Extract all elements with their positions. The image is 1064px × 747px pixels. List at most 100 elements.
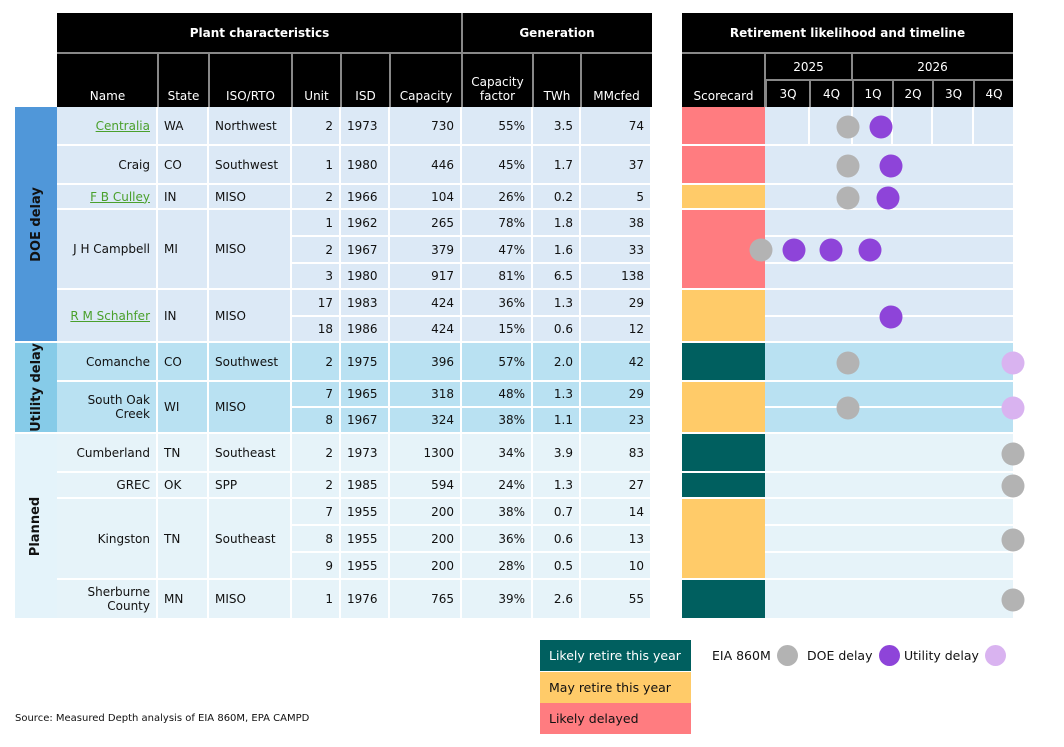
capacity-cell: 594 — [390, 473, 462, 499]
iso-cell: Southeast — [209, 434, 292, 473]
timeline-row — [765, 343, 1013, 382]
legend-likely-delayed: Likely delayed — [540, 703, 691, 734]
plant-link[interactable]: R M Schahfer — [70, 308, 150, 323]
plant-name-cell: South Oak Creek — [57, 382, 158, 434]
divider — [682, 52, 1013, 54]
cf-cell: 48% — [462, 382, 533, 408]
capacity-cell: 200 — [390, 499, 462, 526]
group-label-text: DOE delay — [28, 186, 44, 262]
timeline-row — [765, 264, 1013, 290]
legend-eia-label: EIA 860M — [712, 648, 771, 663]
group-label-text: Planned — [28, 496, 44, 556]
twh-cell: 1.3 — [533, 290, 581, 317]
timeline-row — [765, 408, 1013, 434]
cf-cell: 24% — [462, 473, 533, 499]
iso-cell: MISO — [209, 580, 292, 620]
capacity-cell: 318 — [390, 382, 462, 408]
header-year-2026: 2026 — [852, 53, 1013, 80]
unit-cell: 8 — [292, 526, 341, 553]
plant-name: Comanche — [86, 354, 150, 369]
state-cell: WA — [158, 107, 209, 146]
unit-cell: 17 — [292, 290, 341, 317]
doe-dot — [879, 305, 903, 328]
divider — [461, 53, 463, 107]
plant-link[interactable]: F B Culley — [90, 189, 150, 204]
twh-cell: 2.0 — [533, 343, 581, 382]
capacity-cell: 200 — [390, 553, 462, 580]
twh-cell: 1.3 — [533, 473, 581, 499]
plant-name: J H Campbell — [73, 242, 150, 256]
plant-name-cell: J H Campbell — [57, 210, 158, 290]
doe-dot — [869, 115, 893, 138]
group-label: Planned — [15, 434, 57, 620]
legend-doe-label: DOE delay — [807, 648, 873, 663]
header-plant-characteristics: Plant characteristics — [57, 13, 462, 53]
plant-name: Craig — [118, 157, 150, 172]
quarter-header: 4Q — [809, 80, 852, 107]
cf-cell: 57% — [462, 343, 533, 382]
twh-cell: 0.6 — [533, 526, 581, 553]
unit-cell: 1 — [292, 210, 341, 237]
divider — [157, 53, 159, 107]
iso-cell: Southwest — [209, 146, 292, 185]
column-header: State — [158, 53, 209, 107]
cf-cell: 55% — [462, 107, 533, 146]
capacity-cell: 379 — [390, 237, 462, 264]
cf-cell: 78% — [462, 210, 533, 237]
group-label: Utility delay — [15, 343, 57, 434]
mmcfed-cell: 12 — [581, 317, 652, 343]
plant-name: Cumberland — [76, 445, 150, 460]
mmcfed-cell: 13 — [581, 526, 652, 553]
plant-link[interactable]: Centralia — [95, 118, 150, 133]
isd-cell: 1975 — [341, 343, 390, 382]
plant-name-cell: GREC — [57, 473, 158, 499]
quarter-header: 4Q — [973, 80, 1013, 107]
eia-dot — [836, 154, 860, 177]
twh-cell: 2.6 — [533, 580, 581, 620]
header-retirement: Retirement likelihood and timeline — [682, 13, 1013, 53]
isd-cell: 1967 — [341, 237, 390, 264]
iso-cell: MISO — [209, 290, 292, 343]
eia-dot — [836, 186, 860, 209]
eia-dot — [749, 238, 773, 262]
isd-cell: 1955 — [341, 553, 390, 580]
mmcfed-cell: 14 — [581, 499, 652, 526]
column-header: TWh — [533, 53, 581, 107]
unit-cell: 1 — [292, 146, 341, 185]
scorecard-likely-retire — [682, 580, 765, 620]
state-cell: MI — [158, 210, 209, 290]
divider — [851, 53, 853, 80]
isd-cell: 1967 — [341, 408, 390, 434]
divider — [461, 13, 463, 53]
unit-cell: 7 — [292, 499, 341, 526]
unit-cell: 2 — [292, 237, 341, 264]
unit-cell: 8 — [292, 408, 341, 434]
mmcfed-cell: 29 — [581, 290, 652, 317]
unit-cell: 2 — [292, 434, 341, 473]
cf-cell: 38% — [462, 499, 533, 526]
utility-dot — [1001, 351, 1025, 374]
iso-cell: MISO — [209, 185, 292, 210]
unit-cell: 9 — [292, 553, 341, 580]
capacity-cell: 424 — [390, 317, 462, 343]
cf-cell: 36% — [462, 526, 533, 553]
unit-cell: 2 — [292, 343, 341, 382]
plant-name-cell: F B Culley — [57, 185, 158, 210]
plant-name-cell: Centralia — [57, 107, 158, 146]
state-cell: CO — [158, 146, 209, 185]
capacity-cell: 765 — [390, 580, 462, 620]
scorecard-likely-retire — [682, 434, 765, 473]
group-label-text: Utility delay — [28, 343, 44, 432]
twh-cell: 1.3 — [533, 382, 581, 408]
isd-cell: 1973 — [341, 434, 390, 473]
capacity-cell: 1300 — [390, 434, 462, 473]
isd-cell: 1980 — [341, 146, 390, 185]
iso-cell: Southwest — [209, 343, 292, 382]
column-header: Capacity factor — [462, 53, 533, 107]
quarter-header: 1Q — [852, 80, 892, 107]
scorecard-likely-delayed — [682, 107, 765, 146]
utility-dot — [1001, 396, 1025, 420]
scorecard-may-retire — [682, 290, 765, 343]
mmcfed-cell: 38 — [581, 210, 652, 237]
plant-name-cell: R M Schahfer — [57, 290, 158, 343]
